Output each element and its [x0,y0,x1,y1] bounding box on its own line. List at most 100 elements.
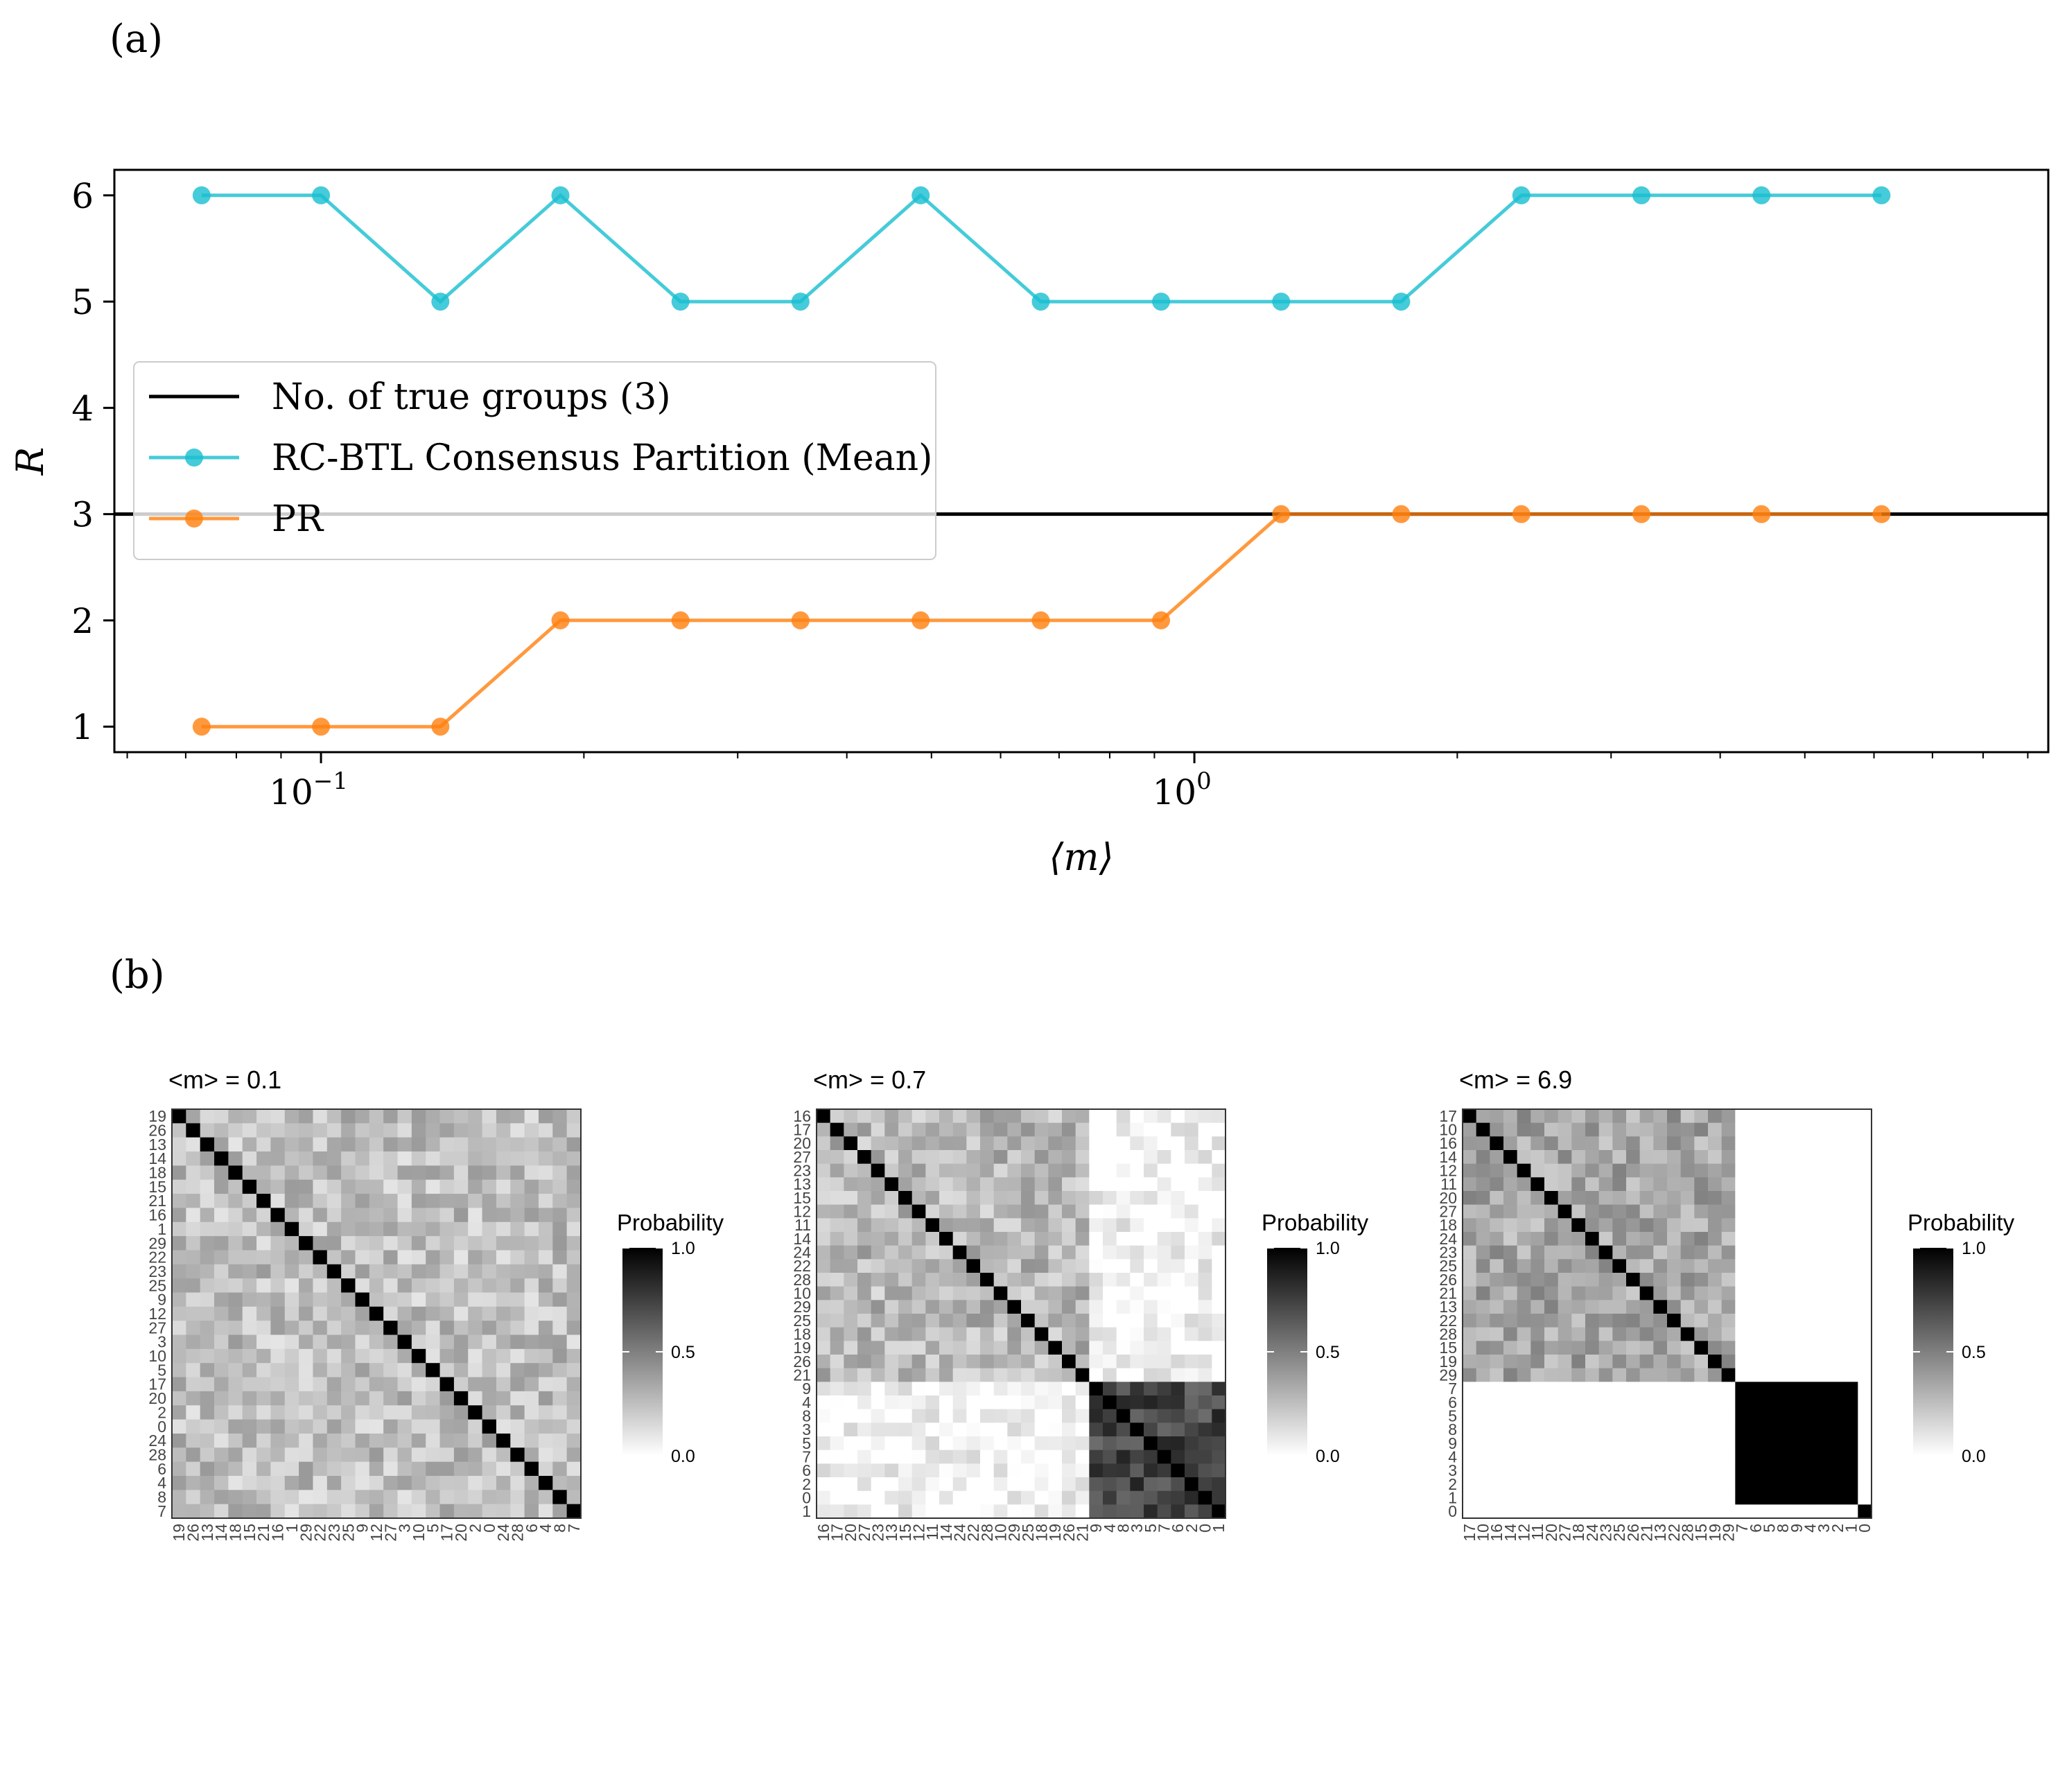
heatmap-cell [1803,1136,1817,1151]
heatmap-cell [200,1123,215,1138]
heatmap-cell [1612,1191,1627,1206]
heatmap-cell [552,1419,568,1434]
heatmap-cell [1062,1150,1076,1165]
heatmap-cell [1653,1286,1668,1300]
heatmap-cell [439,1348,455,1364]
row-label: 20 [1439,1189,1457,1207]
heatmap-cell [341,1151,356,1166]
heatmap-cell [468,1236,482,1251]
heatmap-cell [898,1504,913,1519]
heatmap-cell [439,1221,455,1237]
heatmap-cell [939,1163,954,1178]
heatmap-cell [1157,1259,1171,1273]
heatmap-cell [1626,1409,1641,1423]
heatmap-cell [1130,1382,1144,1396]
heatmap-cell [1517,1232,1531,1246]
heatmap-cell [1639,1204,1654,1219]
heatmap-cell [1185,1136,1199,1151]
heatmap-cell [830,1341,844,1355]
col-label: 18 [227,1524,245,1542]
heatmap-cell [468,1377,482,1392]
heatmap-cell [898,1490,913,1505]
heatmap-cell [341,1221,356,1237]
heatmap-cell [411,1179,426,1194]
heatmap-cell [1612,1177,1627,1192]
heatmap-cell [355,1405,370,1420]
heatmap-cell [341,1137,356,1152]
heatmap-cell [993,1177,1008,1192]
heatmap-cell [411,1208,426,1223]
heatmap-cell [993,1245,1008,1260]
heatmap-cell [1694,1477,1709,1492]
heatmap-cell [925,1204,940,1219]
heatmap-cell [200,1165,215,1181]
heatmap-cell [1858,1314,1872,1328]
heatmap-cell [1721,1355,1736,1369]
heatmap-cell [830,1150,844,1165]
heatmap-cell [299,1419,313,1434]
heatmap-cell [1007,1177,1022,1192]
heatmap-cell [1626,1382,1641,1396]
heatmap-cell [228,1321,243,1335]
heatmap-cell [524,1278,539,1293]
heatmap-cell [1503,1477,1518,1492]
heatmap-cell [1171,1245,1185,1260]
heatmap-cell [817,1300,831,1314]
heatmap-cell [925,1450,940,1464]
heatmap-cell [1598,1327,1613,1341]
heatmap-cell [326,1292,342,1307]
heatmap-cell [1463,1490,1477,1505]
heatmap-cell [1212,1355,1226,1369]
row-label: 23 [1439,1244,1457,1262]
heatmap-cell [1171,1341,1185,1355]
heatmap-cell [284,1292,299,1307]
heatmap-cell [1858,1273,1872,1287]
heatmap-cell [1721,1382,1736,1396]
heatmap-cell [299,1321,313,1335]
heatmap-cell [1144,1273,1158,1287]
heatmap-cell [1817,1490,1831,1505]
heatmap-cell [871,1341,885,1355]
heatmap-cell [1735,1463,1750,1478]
heatmap-cell [844,1423,858,1437]
heatmap-cell [299,1151,313,1166]
heatmap-cell [1130,1490,1144,1505]
heatmap-cell [844,1300,858,1314]
row-label: 8 [1448,1420,1457,1438]
heatmap-cell [1776,1150,1790,1165]
heatmap-cell [426,1179,440,1194]
heatmap-cell [1831,1504,1845,1519]
heatmap-cell [439,1264,455,1279]
heatmap-cell [313,1306,328,1321]
heatmap-cell [1021,1259,1036,1273]
heatmap-cell [468,1419,482,1434]
heatmap-cell [1130,1341,1144,1355]
heatmap-cell [1844,1218,1858,1233]
heatmap-cell [1103,1423,1117,1437]
heatmap-cell [884,1245,899,1260]
heatmap-cell [214,1250,229,1265]
heatmap-cell [186,1194,201,1208]
heatmap-cell [1103,1436,1117,1451]
heatmap-cell [980,1436,995,1451]
heatmap-cell [1626,1463,1641,1478]
heatmap-cell [468,1109,482,1124]
heatmap-cell [1490,1273,1504,1287]
heatmap-cell [1790,1286,1804,1300]
heatmap-cell [439,1151,455,1166]
heatmap-cell [1749,1409,1763,1423]
heatmap-cell [1490,1477,1504,1492]
heatmap-cell [326,1236,342,1251]
heatmap-cell [1062,1395,1076,1410]
heatmap-cell [1735,1382,1750,1396]
heatmap-cell [844,1232,858,1246]
heatmap-cell [326,1278,342,1293]
heatmap-cell [1007,1368,1022,1382]
heatmap-cell [510,1179,525,1194]
heatmap-cell [966,1395,981,1410]
heatmap-cell [1571,1477,1586,1492]
heatmap-cell [993,1109,1008,1124]
heatmap-cell [200,1194,215,1208]
heatmap-cell [468,1278,482,1293]
row-label: 20 [793,1134,811,1152]
